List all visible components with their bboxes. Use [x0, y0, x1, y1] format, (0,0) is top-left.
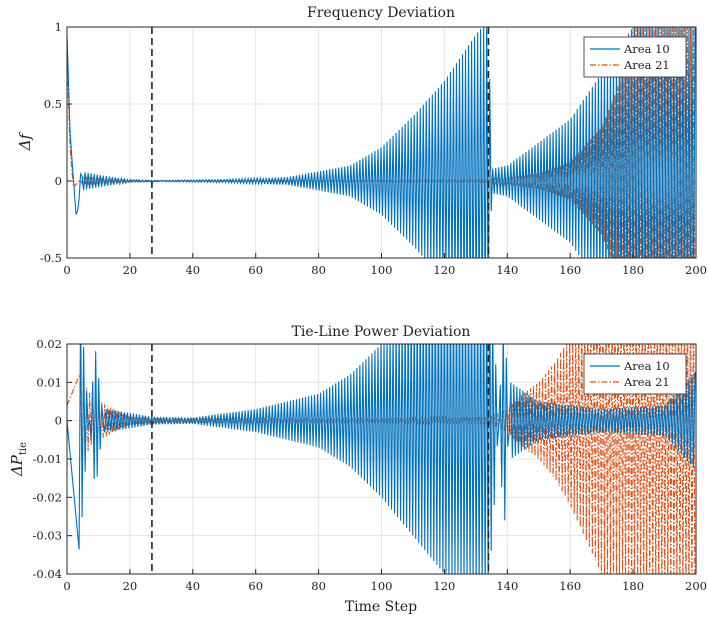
tieline-panel: Tie-Line Power Deviation 0 20 40 60 80 100 120… [8, 324, 707, 615]
tieline-xtick-label-6: 120 [433, 579, 455, 593]
tieline-ytick-label-2: -0.02 [33, 490, 63, 504]
tieline-y-label-main: ΔP [8, 454, 26, 477]
tieline-legend: Area 10 Area 21 [583, 353, 687, 395]
frequency-y-ticks: -0.5 0 0.5 1 [40, 20, 72, 265]
frequency-vlines [151, 27, 490, 258]
tieline-y-label: ΔPtie [8, 442, 29, 477]
tieline-ytick-label-3: -0.01 [33, 452, 63, 466]
tieline-xtick-label-2: 40 [185, 579, 200, 593]
frequency-xtick-label-8: 160 [559, 263, 581, 277]
frequency-x-ticks: 0 20 40 60 80 100 120 140 160 180 200 [63, 253, 707, 277]
frequency-panel: Frequency Deviation 0 20 40 60 80 100 120 140 16… [16, 5, 707, 277]
frequency-ytick-label-1: 0 [55, 174, 62, 188]
frequency-ytick-label-2: 0.5 [44, 97, 62, 111]
frequency-series-area10-line [67, 27, 696, 258]
tieline-legend-label-0: Area 10 [623, 359, 670, 373]
frequency-xtick-label-2: 40 [185, 263, 200, 277]
tieline-x-ticks: 0 20 40 60 80 100 120 140 160 180 200 [63, 569, 707, 593]
frequency-legend: Area 10 Area 21 [583, 36, 687, 78]
frequency-legend-label-0: Area 10 [623, 42, 670, 56]
frequency-title: Frequency Deviation [307, 5, 455, 21]
tieline-xtick-label-9: 180 [622, 579, 644, 593]
frequency-ytick-label-3: 1 [55, 20, 62, 34]
tieline-y-label-sub: tie [18, 442, 29, 455]
frequency-series [67, 27, 696, 258]
tieline-xtick-label-0: 0 [63, 579, 70, 593]
frequency-xtick-label-0: 0 [63, 263, 70, 277]
tieline-ytick-label-4: 0 [55, 414, 62, 428]
tieline-xtick-label-10: 200 [685, 579, 707, 593]
frequency-xtick-label-5: 100 [371, 263, 393, 277]
frequency-legend-box [583, 36, 687, 78]
frequency-y-label: Δf [16, 131, 34, 151]
tieline-vlines [151, 344, 490, 574]
frequency-ytick-label-0: -0.5 [40, 251, 62, 265]
frequency-xtick-label-7: 140 [496, 263, 518, 277]
frequency-xtick-label-3: 60 [248, 263, 263, 277]
tieline-y-ticks: -0.04 -0.03 -0.02 -0.01 0 0.01 0.02 [33, 337, 72, 581]
x-axis-label: Time Step [345, 599, 417, 615]
tieline-ytick-label-0: -0.04 [33, 567, 63, 581]
tieline-ytick-label-1: -0.03 [33, 529, 63, 543]
frequency-xtick-label-4: 80 [311, 263, 326, 277]
frequency-xtick-label-9: 180 [622, 263, 644, 277]
tieline-legend-label-1: Area 21 [623, 375, 670, 389]
tieline-title: Tie-Line Power Deviation [292, 324, 471, 340]
frequency-xtick-label-1: 20 [123, 263, 138, 277]
frequency-xtick-label-10: 200 [685, 263, 707, 277]
frequency-xtick-label-6: 120 [433, 263, 455, 277]
frequency-legend-label-1: Area 21 [623, 58, 670, 72]
tieline-xtick-label-7: 140 [496, 579, 518, 593]
tieline-xtick-label-4: 80 [311, 579, 326, 593]
tieline-xtick-label-5: 100 [371, 579, 393, 593]
tieline-xtick-label-3: 60 [248, 579, 263, 593]
tieline-ytick-label-6: 0.02 [36, 337, 62, 351]
tieline-xtick-label-8: 160 [559, 579, 581, 593]
tieline-ytick-label-5: 0.01 [36, 375, 62, 389]
tieline-xtick-label-1: 20 [123, 579, 138, 593]
tieline-legend-box [583, 353, 687, 395]
